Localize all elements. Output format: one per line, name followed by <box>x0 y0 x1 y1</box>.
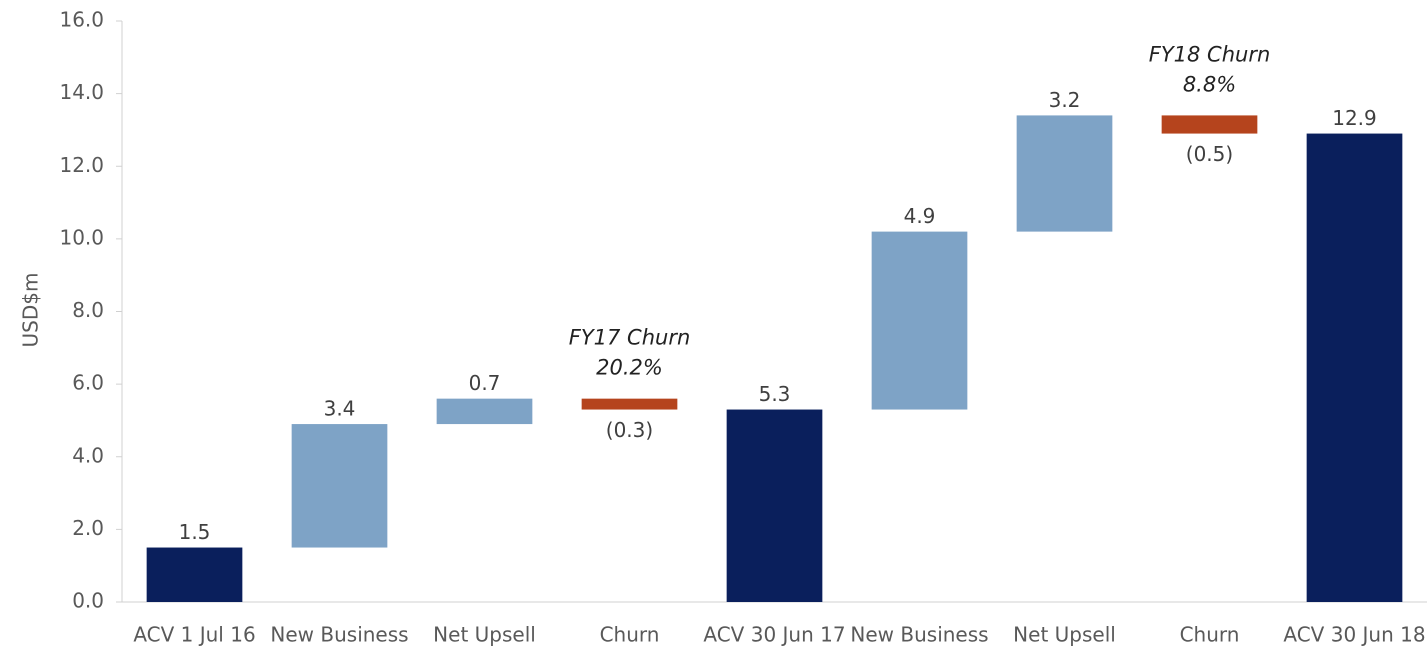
x-tick-label: Churn <box>1180 623 1240 646</box>
y-tick-label: 16.0 <box>59 8 104 32</box>
x-tick-label: ACV 30 Jun 17 <box>703 623 845 646</box>
x-tick-label: Churn <box>600 623 660 646</box>
x-tick-label: New Business <box>270 623 408 646</box>
bar <box>291 424 388 548</box>
y-tick-label: 8.0 <box>72 298 104 322</box>
bar <box>871 231 968 410</box>
y-tick-label: 12.0 <box>59 153 104 177</box>
bar <box>726 409 823 602</box>
value-label: 0.7 <box>469 371 501 395</box>
value-label: 1.5 <box>179 520 211 544</box>
bar <box>436 398 533 425</box>
x-tick-label: Net Upsell <box>433 623 536 646</box>
bar <box>1016 115 1113 232</box>
x-tick-label: Net Upsell <box>1013 623 1116 646</box>
value-label: 3.2 <box>1049 88 1081 112</box>
bar <box>1306 133 1403 602</box>
value-label: (0.3) <box>606 418 653 442</box>
value-label: 4.9 <box>904 204 936 228</box>
annotation: FY18 Churn <box>1149 42 1271 66</box>
annotation: FY17 Churn <box>569 326 691 350</box>
y-tick-label: 14.0 <box>59 80 104 104</box>
value-label: 5.3 <box>759 382 791 406</box>
bar <box>581 398 678 410</box>
y-tick-label: 10.0 <box>59 225 104 249</box>
y-axis-label: USD$m <box>19 273 43 348</box>
x-tick-label: ACV 1 Jul 16 <box>133 623 255 646</box>
y-tick-label: 2.0 <box>72 516 104 540</box>
bar <box>1161 115 1258 134</box>
x-tick-label: New Business <box>850 623 988 646</box>
value-label: 3.4 <box>324 397 356 421</box>
annotation: 8.8% <box>1183 72 1236 96</box>
value-label: (0.5) <box>1186 142 1233 166</box>
x-tick-label: ACV 30 Jun 18 <box>1283 623 1425 646</box>
bar <box>146 547 243 602</box>
y-tick-label: 4.0 <box>72 443 104 467</box>
value-label: 12.9 <box>1332 106 1377 130</box>
y-tick-label: 0.0 <box>72 589 104 613</box>
annotation: 20.2% <box>596 356 663 380</box>
y-tick-label: 6.0 <box>72 371 104 395</box>
